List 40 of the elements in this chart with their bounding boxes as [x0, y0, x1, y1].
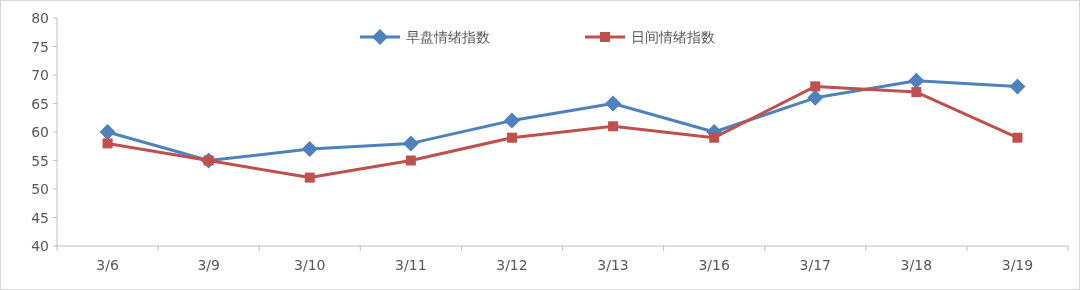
point — [810, 81, 821, 92]
point — [99, 124, 116, 140]
x-tick-label: 3/10 — [294, 257, 326, 273]
y-tick-label: 45 — [31, 209, 49, 226]
point — [807, 89, 824, 106]
y-tick-label: 65 — [31, 95, 49, 112]
point — [102, 138, 113, 149]
point — [1012, 132, 1023, 143]
point — [301, 141, 318, 158]
point — [908, 72, 925, 89]
y-tick-label: 55 — [31, 152, 49, 169]
point — [402, 135, 419, 152]
y-tick-label: 80 — [31, 10, 49, 26]
point — [709, 132, 720, 143]
point — [405, 155, 416, 166]
legend-label: 早盘情绪指数 — [406, 29, 490, 45]
point — [304, 172, 315, 183]
legend-item: 日间情绪指数 — [585, 29, 715, 45]
point — [608, 121, 619, 132]
point — [911, 87, 922, 98]
point — [605, 95, 622, 112]
x-tick-label: 3/13 — [597, 257, 629, 273]
x-tick-label: 3/18 — [900, 257, 933, 273]
point — [506, 132, 517, 143]
x-tick-label: 3/16 — [698, 257, 730, 273]
y-tick-label: 75 — [31, 38, 49, 55]
x-tick-label: 3/6 — [96, 257, 119, 273]
x-tick-label: 3/11 — [395, 257, 427, 273]
x-tick-label: 3/19 — [1001, 257, 1034, 273]
y-tick-label: 60 — [31, 124, 49, 140]
legend-item: 早盘情绪指数 — [360, 29, 490, 45]
x-tick-label: 3/9 — [197, 257, 220, 273]
point — [503, 112, 520, 129]
y-tick-label: 40 — [31, 238, 49, 254]
point — [1009, 78, 1026, 95]
legend-label: 日间情绪指数 — [631, 29, 715, 45]
x-tick-label: 3/12 — [496, 257, 528, 273]
x-tick-label: 3/17 — [799, 257, 831, 273]
y-tick-label: 70 — [31, 67, 49, 83]
y-tick-label: 50 — [31, 181, 49, 197]
